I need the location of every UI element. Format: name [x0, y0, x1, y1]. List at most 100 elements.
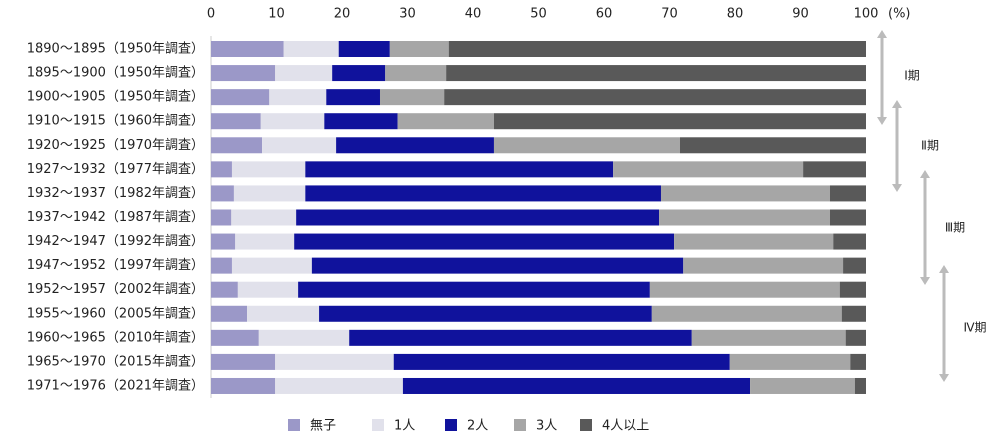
bar-segment: [850, 353, 866, 370]
x-tick-label: 100: [854, 7, 879, 22]
bar-segment: [294, 233, 675, 250]
x-tick-label: 30: [399, 7, 416, 22]
arrow-head: [877, 30, 887, 38]
bar-segment: [211, 185, 234, 202]
bar-segment: [247, 305, 320, 322]
bar-segment: [311, 257, 684, 274]
legend-label: 無子: [310, 419, 336, 434]
y-tick-label: 1955～1960（2005年調査）: [27, 306, 204, 321]
y-tick-label: 1947～1952（1997年調査）: [27, 258, 204, 273]
x-tick-label: 90: [792, 7, 809, 22]
bar-segment: [305, 161, 614, 178]
y-tick-label: 1971～1976（2021年調査）: [27, 378, 204, 393]
y-tick-label: 1937～1942（1987年調査）: [27, 210, 204, 225]
legend-swatch: [372, 419, 384, 431]
bar-segment: [338, 41, 390, 57]
bar-segment: [275, 353, 394, 370]
bar-segment: [275, 65, 333, 82]
bar-segment: [493, 113, 866, 130]
bar-segment: [231, 209, 297, 226]
bar-segment: [258, 329, 350, 346]
bar-segment: [324, 113, 398, 130]
bar-segment: [829, 209, 866, 226]
bar-segment: [326, 89, 380, 106]
x-tick-label: 70: [661, 7, 678, 22]
bar-segment: [446, 65, 866, 82]
bar-segment: [211, 257, 232, 274]
bar-segment: [613, 161, 804, 178]
bar-segment: [385, 65, 447, 82]
x-tick-label: 10: [268, 7, 285, 22]
bar-segment: [829, 185, 866, 202]
bar-segment: [397, 113, 494, 130]
y-tick-label: 1932～1937（1982年調査）: [27, 186, 204, 201]
bar-segment: [389, 41, 449, 57]
bar-segment: [211, 89, 270, 106]
x-tick-label: 60: [596, 7, 613, 22]
period-label: Ⅳ期: [963, 321, 986, 335]
legend-label: 2人: [467, 419, 488, 434]
bar-segment: [332, 65, 386, 82]
bar-segment: [211, 65, 276, 82]
arrow-head: [920, 277, 930, 285]
bar-segment: [211, 161, 232, 178]
bar-segment: [211, 41, 284, 57]
arrow-head: [877, 117, 887, 125]
arrow-head: [939, 374, 949, 382]
bar-segment: [233, 185, 306, 202]
bar-segment: [275, 377, 403, 394]
bar-segment: [235, 233, 295, 250]
bar-segment: [839, 281, 866, 298]
legend-label: 3人: [536, 419, 557, 434]
arrow-head: [939, 265, 949, 273]
bar-segment: [649, 281, 840, 298]
x-tick-label: 40: [465, 7, 482, 22]
bar-segment: [296, 209, 660, 226]
legend-label: 1人: [394, 419, 415, 434]
x-tick-label: 80: [727, 7, 744, 22]
y-tick-label: 1920～1925（1970年調査）: [27, 138, 204, 153]
arrow-head: [892, 100, 902, 108]
bar-segment: [305, 185, 661, 202]
bar-segment: [269, 89, 327, 106]
legend-swatch: [514, 419, 526, 431]
bar-segment: [493, 137, 680, 154]
bar-segment: [319, 305, 652, 322]
bar-segment: [750, 377, 855, 394]
bar-segment: [231, 257, 312, 274]
bar-segment: [379, 89, 445, 106]
bar-segment: [211, 377, 276, 394]
y-tick-label: 1952～1957（2002年調査）: [27, 282, 204, 297]
bar-segment: [211, 233, 236, 250]
bar-segment: [833, 233, 866, 250]
period-label: Ⅲ期: [945, 221, 965, 235]
legend-label: 4人以上: [602, 419, 649, 434]
x-tick-label: 50: [530, 7, 547, 22]
bar-segment: [845, 329, 866, 346]
y-tick-label: 1927～1932（1977年調査）: [27, 162, 204, 177]
bar-segment: [729, 353, 851, 370]
y-tick-label: 1965～1970（2015年調査）: [27, 354, 204, 369]
legend-swatch: [288, 419, 300, 431]
bar-segment: [211, 281, 238, 298]
bar-segment: [803, 161, 866, 178]
bar-segment: [211, 329, 259, 346]
bar-segment: [211, 305, 248, 322]
bar-segment: [683, 257, 844, 274]
bar-segment: [262, 137, 337, 154]
bar-segment: [211, 353, 276, 370]
bar-segment: [659, 209, 830, 226]
arrow-head: [892, 184, 902, 192]
x-axis-label: (%): [888, 7, 911, 22]
bar-segment: [843, 257, 866, 274]
period-label: Ⅱ期: [921, 139, 939, 153]
bar-segment: [854, 377, 866, 394]
bar-segment: [283, 41, 339, 57]
bar-segment: [448, 41, 866, 57]
bar-segment: [211, 113, 261, 130]
x-tick-label: 20: [334, 7, 351, 22]
arrow-head: [920, 170, 930, 178]
bar-segment: [691, 329, 846, 346]
bar-segment: [393, 353, 730, 370]
